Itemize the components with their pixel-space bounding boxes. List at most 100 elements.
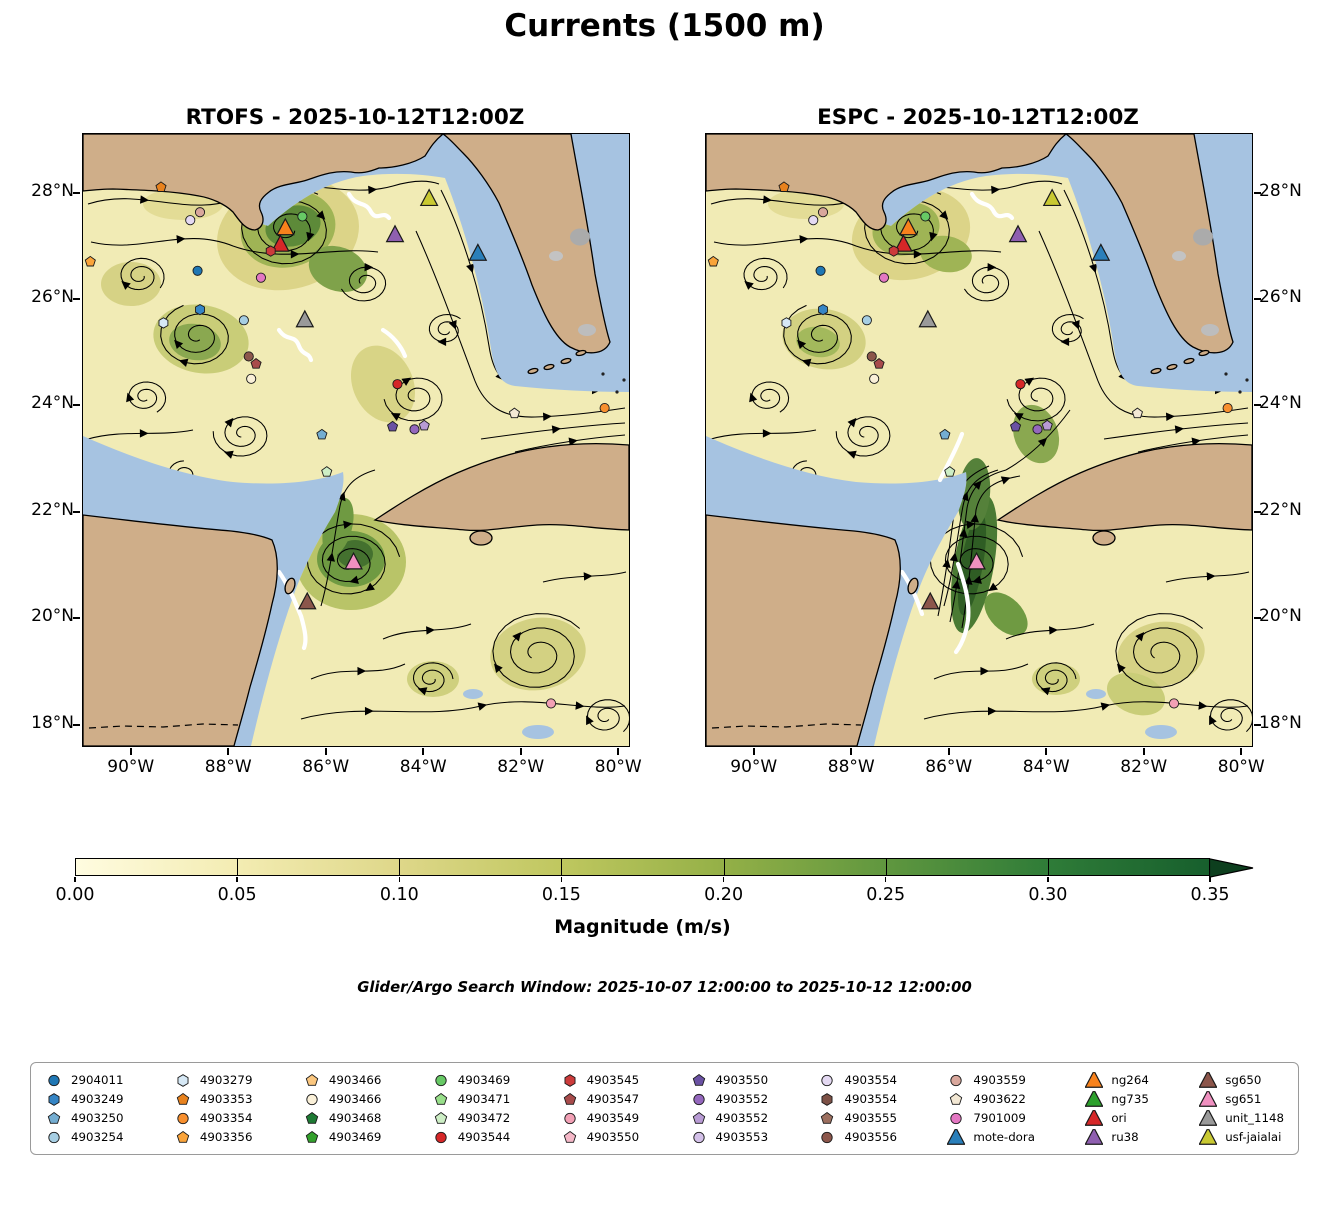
glider-track [937,431,965,483]
legend-item: sg651 [1199,1091,1284,1107]
lon-tick-label: 86°W [302,757,350,777]
flow-arrow-icon [326,552,335,562]
legend-item: 4903559 [947,1072,1035,1088]
figure-title: Currents (1500 m) [504,8,825,44]
streamline [212,416,268,457]
glider-track [346,191,392,221]
land-yucatan [706,514,901,746]
platform-marker [944,466,956,477]
pentagon-marker-icon [434,1111,447,1124]
flow-arrow-icon [139,429,149,438]
platform-marker [192,265,203,276]
lat-tick-label: 18°N [1259,712,1302,733]
legend-item: 4903554 [818,1072,897,1088]
triangle-marker-icon [1085,1110,1104,1126]
legend-item-label: 4903550 [586,1130,640,1144]
colorbar-divider [561,858,563,876]
florida-keys-island [560,357,572,365]
country-border-dashed [711,723,862,729]
colorbar-tick [560,877,563,882]
platform-marker [873,358,885,369]
platform-marker [861,315,872,326]
lake-okeechobee [570,228,590,246]
streamline [835,416,891,457]
lat-tick-label: 20°N [1259,606,1302,627]
flow-arrow-icon [1013,413,1024,421]
platform-marker [781,317,792,329]
florida-keys-island [1198,349,1210,357]
flow-arrow-icon [583,572,593,581]
flow-arrow-icon [306,231,315,242]
platform-marker [939,428,951,440]
colorbar-label: Magnitude (m/s) [554,916,731,938]
legend-item-label: 7901009 [973,1111,1026,1125]
platform-marker [195,303,205,316]
legend-item-label: ori [1111,1111,1127,1125]
platform-marker [271,234,290,252]
florida-keys-island [527,367,539,375]
axis-tick [73,723,80,726]
flow-arrow-icon [343,520,353,529]
legend-item: 4903554 [818,1091,897,1107]
platform-marker [1168,698,1180,709]
axis-tick [1240,748,1243,755]
legend-item: 4903466 [303,1072,381,1088]
triangle-marker-icon [1199,1129,1218,1145]
legend-item: 7901009 [947,1110,1035,1126]
pentagon-marker-icon [821,1111,834,1124]
flow-arrow-icon [964,575,973,585]
pentagon-marker-icon [176,1130,190,1143]
legend-item-label: 4903279 [199,1073,253,1087]
flow-arrow-icon [1100,702,1111,711]
flow-arrow-icon [575,701,585,710]
legend-item-label: 4903254 [71,1130,124,1144]
triangle-marker-icon [1199,1110,1218,1126]
axis-tick [1254,617,1261,620]
legend-item-label: 4903559 [973,1073,1026,1087]
triangle-marker-icon [1085,1072,1104,1088]
legend-item-label: ng264 [1111,1073,1149,1087]
flow-arrow-icon [368,185,378,195]
legend-item: 4903556 [818,1129,897,1145]
colorbar-tick [74,877,76,882]
legend-item-label: 4903554 [844,1073,897,1087]
flow-arrow-icon [972,575,982,584]
lat-tick-label: 24°N [1259,393,1302,414]
lon-tick-label: 88°W [827,757,875,777]
platform-marker [508,407,520,419]
flow-arrow-icon [951,579,961,590]
streamline [864,187,950,265]
pentagon-marker-icon [692,1073,705,1086]
axis-tick [752,748,755,755]
platform-marker [297,591,317,610]
axis-tick [73,617,80,620]
legend-item-label: 4903469 [457,1073,511,1087]
axis-tick [1254,404,1261,407]
flow-arrow-icon [551,425,561,434]
lat-tick-label: 18°N [31,712,74,733]
streamline [320,469,376,607]
missing-data-patch [578,324,596,336]
circle-marker-icon [692,1131,705,1144]
legend-item-label: 4903250 [71,1111,124,1125]
flow-arrow-icon [913,249,923,259]
triangle-marker-icon [947,1129,966,1145]
lon-tick-label: 82°W [1120,757,1168,777]
triangle-marker-icon [1199,1072,1218,1088]
circle-marker-icon [48,1131,60,1144]
streamline [743,257,788,291]
platform-marker [418,419,430,431]
legend-item-label: 4903549 [586,1111,640,1125]
flow-arrow-icon [337,491,346,502]
panel-title-rtofs: RTOFS - 2025-10-12T12:00Z [185,105,525,130]
circle-marker-icon [563,1112,576,1125]
legend-item: 4903549 [561,1110,640,1126]
legend-item: 4903469 [432,1072,511,1088]
colorbar-divider [237,858,239,876]
glider-track [969,191,1015,221]
pentagon-marker-icon [434,1092,447,1105]
hexagon-marker-icon [48,1093,60,1106]
colorbar-tick [236,877,238,882]
flow-arrow-icon [972,480,982,490]
flow-arrow-icon [1165,412,1175,421]
